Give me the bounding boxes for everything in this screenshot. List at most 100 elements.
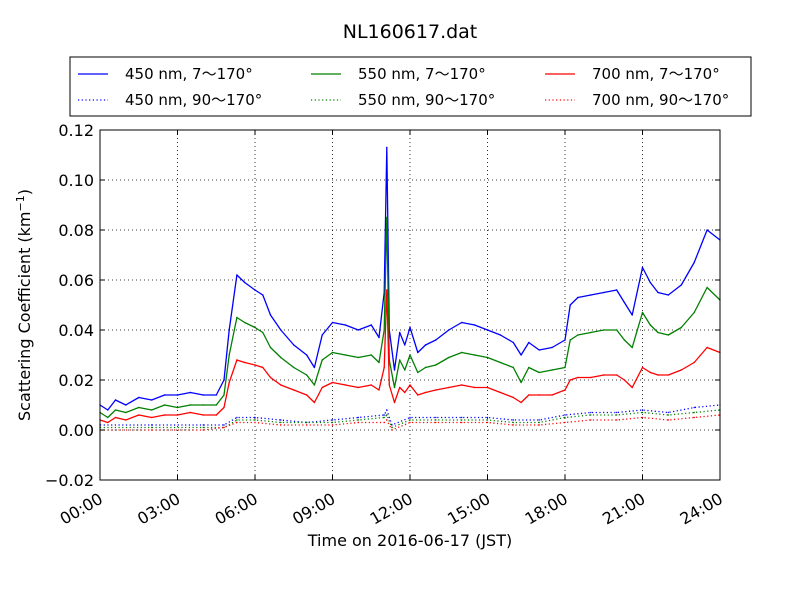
data-point — [667, 419, 669, 421]
x-tick-label: 15:00 — [444, 489, 493, 529]
y-tick-label: 0.12 — [58, 121, 94, 140]
data-point — [667, 334, 669, 336]
data-point — [680, 369, 682, 371]
data-point — [564, 366, 566, 369]
data-point — [163, 404, 166, 406]
data-point — [693, 411, 695, 414]
data-point — [409, 419, 411, 421]
plot-area — [100, 130, 720, 480]
data-point — [399, 386, 401, 389]
data-point — [577, 376, 579, 379]
data-point — [370, 384, 372, 386]
data-point — [331, 351, 334, 354]
data-point — [590, 294, 592, 296]
data-point — [236, 359, 238, 361]
data-point — [448, 356, 450, 359]
x-tick-label: 24:00 — [677, 489, 726, 529]
data-point — [590, 376, 592, 379]
data-point — [528, 366, 530, 369]
data-point — [254, 419, 256, 421]
data-point — [393, 369, 396, 371]
data-point — [386, 146, 388, 149]
data-point — [280, 421, 282, 424]
data-point — [473, 386, 476, 389]
data-point — [409, 416, 411, 419]
data-point — [262, 366, 264, 369]
data-point — [254, 364, 256, 366]
data-point — [461, 419, 463, 421]
data-point — [393, 401, 396, 404]
data-point — [202, 394, 204, 396]
legend-label: 550 nm, 7～170° — [358, 65, 486, 83]
data-point — [313, 366, 316, 369]
data-point — [603, 291, 605, 294]
data-point — [623, 301, 626, 304]
data-point — [215, 414, 217, 416]
x-tick-label: 09:00 — [289, 489, 338, 529]
data-point — [649, 371, 651, 374]
data-point — [331, 381, 334, 384]
data-point — [138, 406, 140, 409]
legend-box — [69, 56, 752, 117]
data-point — [417, 394, 419, 396]
data-point — [590, 419, 592, 421]
data-point — [254, 421, 256, 424]
data-point — [657, 331, 659, 334]
legend-item: 550 nm, 90～170° — [311, 91, 495, 109]
data-point — [189, 411, 192, 414]
data-point — [641, 409, 644, 411]
data-point — [386, 289, 388, 291]
legend-item: 450 nm, 90～170° — [78, 91, 262, 109]
y-tick-labels: −0.02 0.00 0.02 0.04 0.06 0.08 0.10 0.12 — [45, 121, 94, 490]
data-point — [202, 426, 204, 429]
data-point — [693, 406, 695, 409]
data-point — [424, 366, 427, 369]
data-point — [386, 414, 388, 416]
series-line — [99, 216, 721, 419]
data-point — [189, 404, 192, 406]
data-point — [538, 394, 540, 396]
data-point — [378, 336, 380, 339]
data-point — [564, 389, 566, 391]
data-point — [163, 414, 166, 416]
data-point — [262, 331, 264, 334]
data-point — [631, 314, 633, 316]
data-point — [461, 416, 463, 419]
legend-item: 450 nm, 7～170° — [78, 65, 253, 83]
data-point — [649, 324, 651, 326]
data-point — [228, 381, 230, 384]
data-point — [228, 329, 230, 331]
data-point — [551, 346, 553, 349]
data-point — [357, 386, 359, 389]
data-point — [603, 329, 605, 331]
y-axis-label: Scattering Coefficient (km−1) — [14, 189, 34, 421]
data-point — [306, 374, 308, 376]
data-point — [616, 329, 618, 331]
data-point — [383, 329, 385, 331]
data-point — [280, 356, 282, 359]
data-point — [254, 416, 256, 419]
data-point — [693, 416, 695, 419]
data-point — [631, 346, 633, 349]
data-point — [616, 374, 618, 376]
series-1 — [99, 216, 721, 419]
data-point — [551, 369, 553, 371]
data-point — [313, 401, 316, 404]
data-point — [404, 369, 406, 371]
data-point — [254, 289, 256, 291]
data-point — [357, 416, 359, 419]
y-tick-label: 0.02 — [58, 371, 94, 390]
data-point — [435, 339, 437, 341]
data-point — [569, 304, 571, 306]
data-point — [223, 379, 225, 381]
data-point — [269, 346, 272, 349]
y-tick-label: 0.06 — [58, 271, 94, 290]
legend: 450 nm, 7～170° 550 nm, 7～170° 700 nm, 7～17… — [78, 65, 729, 109]
x-tick-label: 18:00 — [522, 489, 571, 529]
data-point — [357, 421, 359, 424]
x-tick-label: 00:00 — [57, 489, 106, 529]
data-point — [512, 419, 514, 421]
chart-title: NL160617.dat — [343, 21, 478, 43]
data-point — [409, 326, 411, 329]
data-point — [114, 399, 117, 401]
